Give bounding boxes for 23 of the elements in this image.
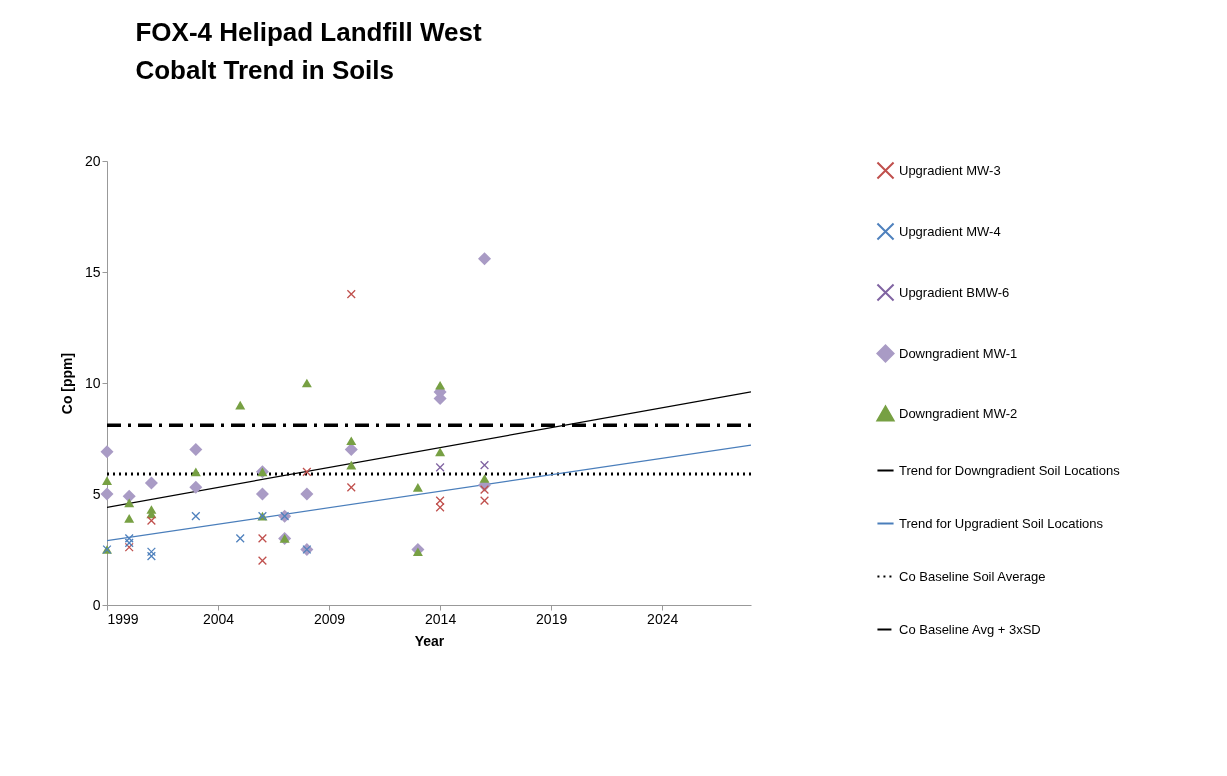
x-tick-label: 2014 xyxy=(425,610,457,627)
x-tick-label: 1999 xyxy=(107,610,139,627)
x-tick-label: 2024 xyxy=(647,610,679,627)
x-tick-label: 2004 xyxy=(202,610,235,627)
legend-label: Upgradient BMW-6 xyxy=(899,284,1010,300)
y-tick-label: 5 xyxy=(92,485,101,502)
y-tick-label: 20 xyxy=(84,152,101,169)
x-tick-label: 2019 xyxy=(536,610,568,627)
legend-label: Upgradient MW-3 xyxy=(899,162,1001,178)
legend-label: Trend for Downgradient Soil Locations xyxy=(899,462,1121,478)
legend-label: Downgradient MW-2 xyxy=(899,405,1018,421)
x-tick-label: 2009 xyxy=(313,610,346,627)
legend-label: Trend for Upgradient Soil Locations xyxy=(899,515,1104,531)
legend-label: Downgradient MW-1 xyxy=(899,345,1018,361)
y-tick-label: 10 xyxy=(84,374,101,391)
y-tick-label: 15 xyxy=(84,263,101,280)
legend-label: Co Baseline Soil Average xyxy=(899,568,1046,584)
chart-title: FOX-4 Helipad Landfill West Cobalt Trend in Soils xyxy=(135,17,482,85)
y-axis-title: Co [ppm] xyxy=(58,352,75,415)
legend-label: Upgradient MW-4 xyxy=(899,223,1001,239)
legend-label: Co Baseline Avg + 3xSD xyxy=(899,621,1041,637)
y-tick-label: 0 xyxy=(92,596,101,613)
x-axis-title: Year xyxy=(414,632,445,649)
